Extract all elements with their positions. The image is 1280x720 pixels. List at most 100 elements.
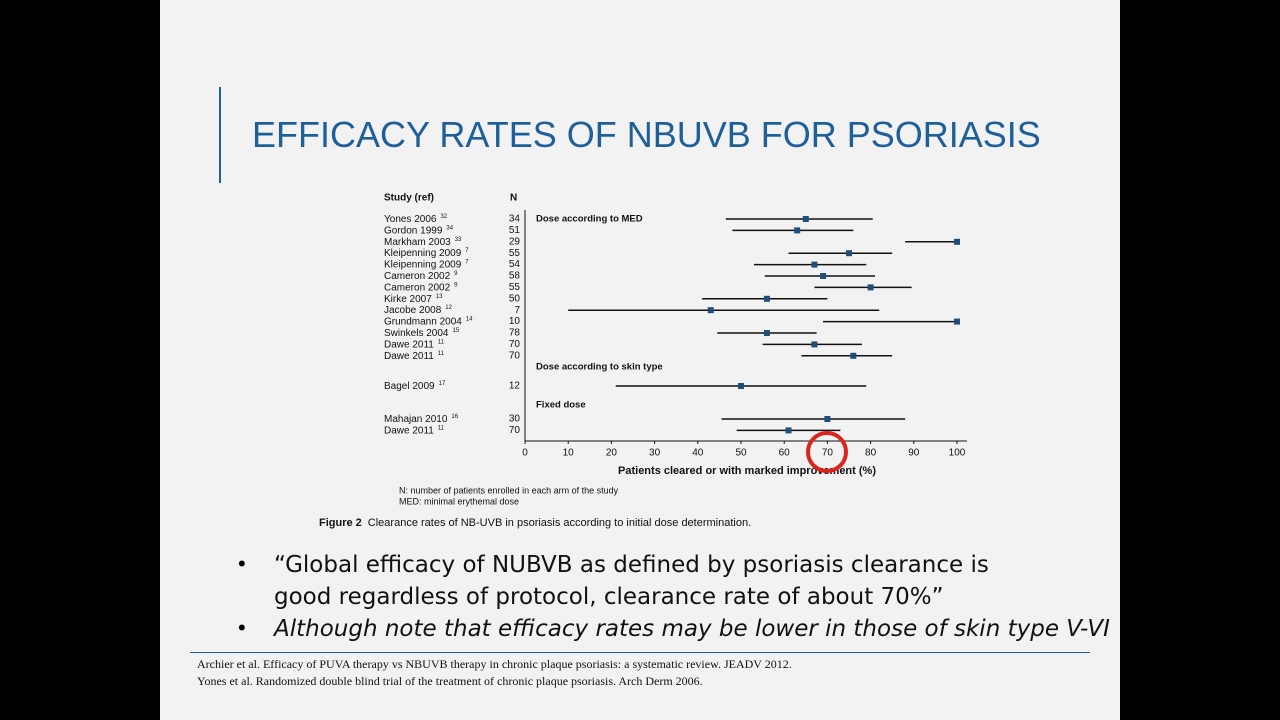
study-label: Mahajan 2010 16 (384, 414, 459, 425)
study-ref: 11 (438, 339, 445, 345)
study-name: Cameron 2002 (384, 271, 451, 282)
x-tick-label: 10 (563, 448, 575, 459)
study-ref: 33 (455, 236, 462, 242)
study-label: Gordon 1999 34 (384, 225, 454, 236)
point-estimate (846, 250, 852, 257)
study-ref: 12 (445, 305, 452, 311)
study-name: Markham 2003 (384, 236, 451, 247)
study-label: Jacobe 2008 12 (384, 305, 453, 316)
study-ref: 7 (465, 248, 469, 254)
n-value: 7 (514, 305, 520, 316)
study-ref: 15 (452, 328, 459, 334)
title-rule (219, 87, 221, 183)
x-axis-label: Patients cleared or with marked improvem… (618, 465, 876, 477)
n-value: 34 (509, 214, 521, 225)
n-value: 30 (509, 414, 521, 425)
n-value: 10 (509, 316, 521, 327)
study-ref: 17 (439, 381, 446, 387)
study-label: Kleipenning 2009 7 (384, 259, 469, 270)
study-label: Cameron 2002 9 (384, 271, 458, 282)
study-label: Yones 2006 32 (384, 214, 448, 225)
n-value: 50 (509, 293, 521, 304)
caption: Figure 2 Clearance rates of NB-UVB in pso… (319, 517, 751, 529)
study-label: Cameron 2002 9 (384, 282, 458, 293)
note: N: number of patients enrolled in each a… (399, 485, 619, 495)
point-estimate (763, 330, 770, 336)
column-header: N (510, 193, 517, 204)
point-estimate (820, 273, 827, 279)
group-label: Dose according to skin type (536, 362, 663, 373)
study-ref: 14 (466, 316, 473, 322)
x-tick-label: 40 (692, 448, 704, 459)
study-name: Kleipenning 2009 (384, 259, 462, 270)
column-header: Study (ref) (384, 193, 434, 204)
point-estimate (850, 352, 857, 359)
point-estimate (824, 416, 831, 422)
point-estimate (763, 295, 770, 302)
study-label: Markham 2003 33 (384, 236, 462, 247)
reference: Archier et al. Efficacy of PUVA therapy … (197, 657, 792, 671)
study-name: Bagel 2009 (384, 381, 435, 392)
study-label: Grundmann 2004 14 (384, 316, 473, 327)
x-tick-label: 0 (522, 448, 528, 459)
point-estimate (811, 261, 818, 268)
n-value: 58 (509, 271, 521, 282)
point-estimate (738, 383, 744, 389)
study-name: Grundmann 2004 (384, 316, 462, 327)
point-estimate (785, 427, 792, 434)
bullet: Although note that efficacy rates may be… (274, 616, 1110, 642)
separator (190, 652, 1090, 653)
study-name: Mahajan 2010 (384, 414, 448, 425)
point-estimate (867, 284, 874, 291)
study-name: Gordon 1999 (384, 225, 443, 236)
study-ref: 11 (438, 425, 445, 431)
bullet-dot: • (238, 615, 246, 640)
n-value: 54 (509, 259, 521, 270)
point-estimate (811, 341, 818, 348)
slide-title: EFFICACY RATES OF NBUVB FOR PSORIASIS (252, 114, 1041, 155)
n-value: 55 (509, 248, 521, 259)
n-value: 70 (509, 425, 521, 436)
n-value: 29 (509, 236, 521, 247)
caption-text: Clearance rates of NB-UVB in psoriasis a… (368, 517, 751, 529)
note: MED: minimal erythemal dose (399, 496, 519, 506)
study-label: Kleipenning 2009 7 (384, 248, 469, 259)
study-name: Jacobe 2008 (384, 305, 442, 316)
study-name: Kirke 2007 (384, 293, 432, 304)
bullet: “Global efficacy of NUBVB as defined by … (274, 552, 989, 610)
study-label: Swinkels 2004 15 (384, 328, 460, 339)
slide (160, 0, 1120, 720)
study-ref: 16 (451, 414, 458, 420)
highlight-circle (806, 431, 848, 473)
study-ref: 9 (454, 271, 458, 277)
x-tick-label: 20 (606, 448, 618, 459)
study-ref: 11 (438, 350, 445, 356)
x-tick-label: 60 (779, 448, 791, 459)
study-name: Swinkels 2004 (384, 328, 449, 339)
study-ref: 34 (446, 225, 453, 231)
study-ref: 7 (465, 259, 469, 265)
n-value: 70 (509, 339, 521, 350)
study-name: Dawe 2011 (384, 350, 434, 361)
study-label: Bagel 2009 17 (384, 381, 446, 392)
point-estimate (954, 238, 960, 245)
n-value: 12 (509, 381, 521, 392)
n-value: 78 (509, 328, 521, 339)
study-label: Kirke 2007 13 (384, 293, 443, 304)
study-ref: 32 (440, 214, 447, 220)
study-name: Kleipenning 2009 (384, 248, 462, 259)
point-estimate (802, 216, 809, 222)
point-estimate (707, 307, 714, 314)
study-ref: 9 (454, 282, 458, 288)
n-value: 51 (509, 225, 521, 236)
point-estimate (794, 227, 801, 234)
point-estimate (954, 318, 960, 325)
x-tick-label: 50 (735, 448, 747, 459)
study-label: Dawe 2011 11 (384, 339, 445, 350)
n-value: 70 (509, 350, 521, 361)
x-tick-label: 80 (865, 448, 877, 459)
caption-label: Figure 2 (319, 517, 362, 529)
x-tick-label: 100 (949, 448, 966, 459)
